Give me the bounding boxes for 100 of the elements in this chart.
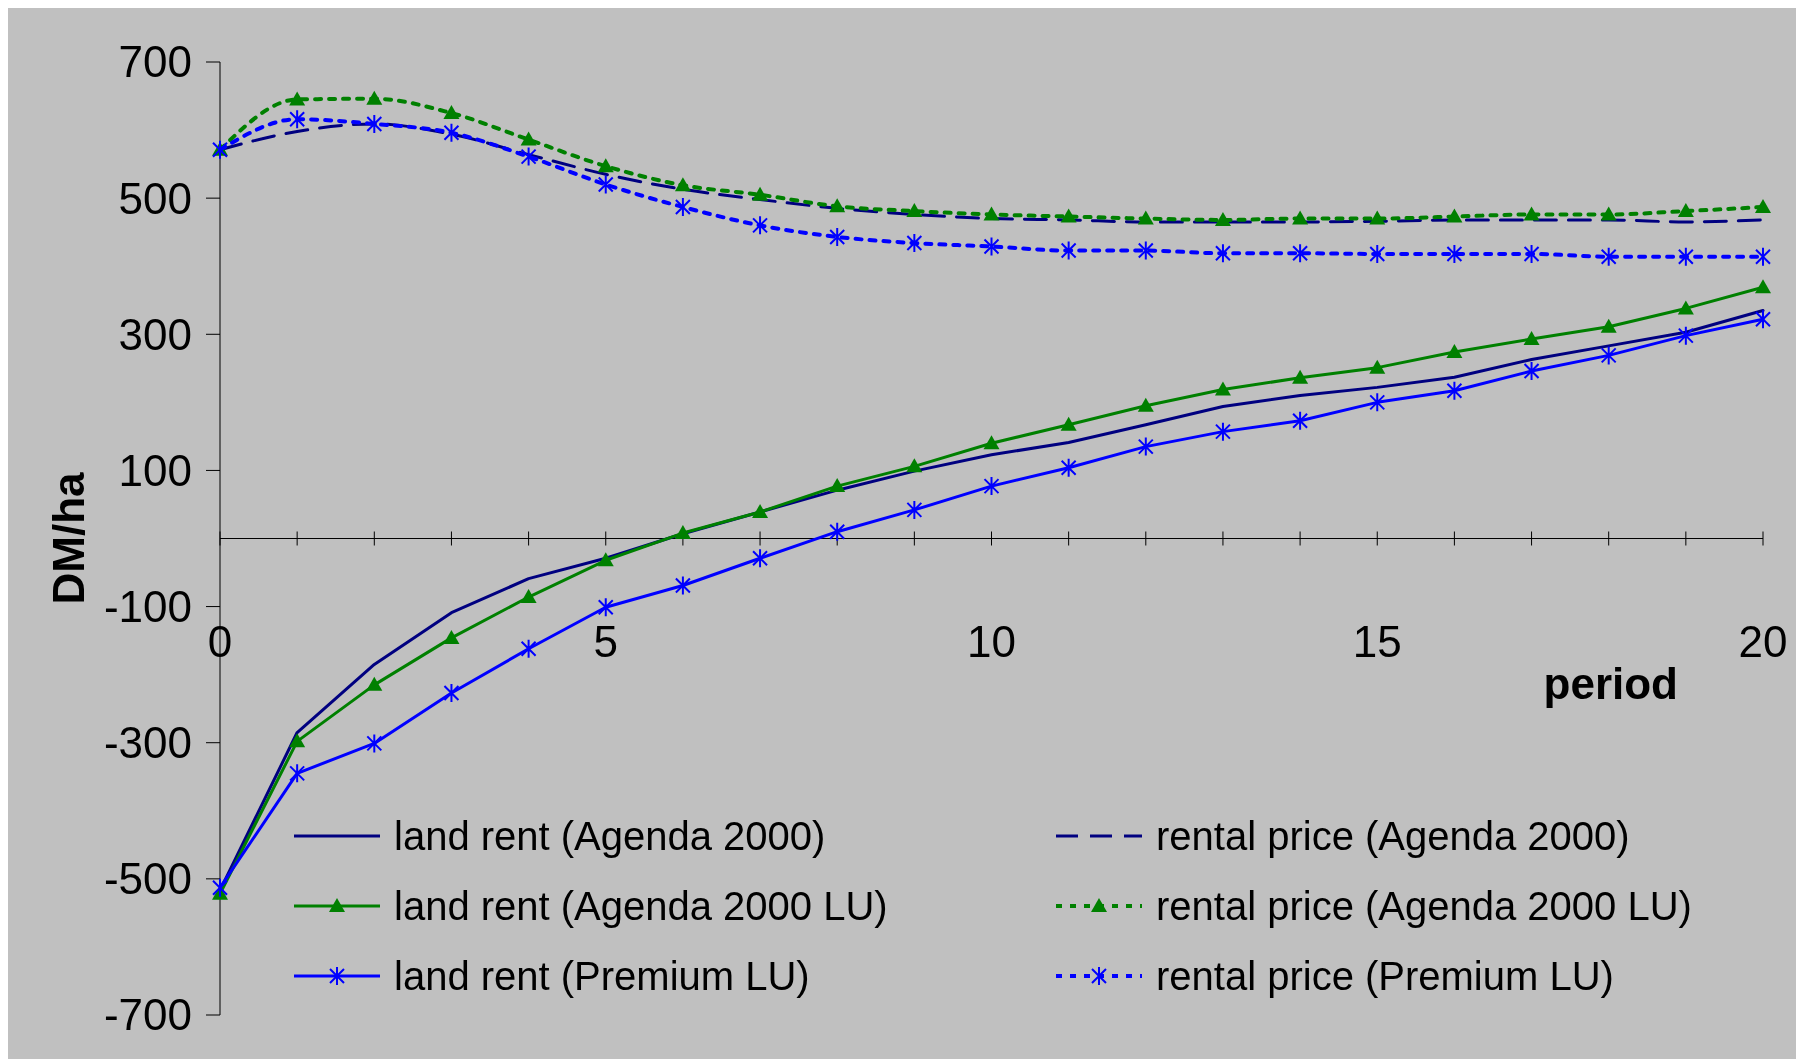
point [597,597,614,618]
point [1214,381,1231,396]
point [1523,243,1540,264]
y-tick-label: 300 [118,309,192,359]
point [366,676,383,691]
point [443,683,460,704]
point [1755,198,1771,213]
point [906,233,923,254]
point [1600,206,1617,221]
point [1137,210,1154,225]
x-tick-label: 5 [593,616,618,666]
point [1755,279,1771,294]
point [1600,318,1617,333]
point [443,629,460,644]
point [1369,243,1386,264]
point [212,139,228,160]
point [1137,397,1154,412]
point [289,763,306,784]
point [1060,457,1077,478]
point [1446,343,1463,358]
y-tick-label: 100 [118,445,192,495]
point [520,589,537,604]
point [829,226,846,247]
point [1369,359,1386,374]
point [1369,210,1386,225]
point [983,206,1000,221]
point [983,476,1000,497]
point [1060,240,1077,261]
x-tick-label: 0 [207,616,233,666]
point [906,203,923,218]
y-tick-label: -100 [103,581,192,631]
point [1677,246,1694,267]
point [443,122,460,143]
point [1600,246,1617,267]
y-tick-label: -300 [103,718,192,768]
point [1214,243,1231,264]
point [674,525,691,540]
point [906,499,923,520]
point [1446,380,1463,401]
point [366,90,383,105]
y-tick-label: -700 [103,990,192,1040]
point [520,131,537,146]
point [829,521,846,542]
point [520,146,537,167]
legend-label: rental price (Agenda 2000 LU) [1156,884,1692,928]
point [1755,309,1771,330]
point [983,236,1000,257]
point [597,552,614,567]
point [1214,421,1231,442]
point [983,435,1000,450]
point [1523,331,1540,346]
point [366,733,383,754]
point [1677,325,1694,346]
point [1369,392,1386,413]
point [1292,410,1309,431]
point [674,177,691,192]
point [752,215,769,236]
point [289,109,306,130]
y-tick-label: -500 [103,854,192,904]
point [752,503,769,518]
point [1677,300,1694,315]
point [1292,210,1309,225]
point [1060,416,1077,431]
point [1137,240,1154,261]
point [366,113,383,134]
point [1292,369,1309,384]
point [1292,243,1309,264]
point [1137,436,1154,457]
y-axis-title: DM/ha [44,471,93,605]
point [1523,361,1540,382]
legend-label: rental price (Premium LU) [1156,954,1614,998]
point [829,198,846,213]
point [597,174,614,195]
x-axis-title: period [1543,658,1678,708]
legend-label: land rent (Premium LU) [394,954,810,998]
legend-label: rental price (Agenda 2000) [1156,814,1630,858]
point [1600,345,1617,366]
point [1446,208,1463,223]
point [1214,211,1231,226]
point [1446,243,1463,264]
point [212,877,228,898]
point [1755,246,1771,267]
y-tick-label: 500 [118,173,192,223]
point [289,91,306,106]
point [674,575,691,596]
point [829,478,846,493]
point [443,105,460,120]
point [1523,206,1540,221]
x-tick-label: 10 [967,616,1016,666]
legend-label: land rent (Agenda 2000) [394,814,826,858]
point [906,458,923,473]
point [1060,208,1077,223]
point [752,548,769,569]
point [1677,203,1694,218]
x-tick-label: 20 [1738,616,1788,666]
point [597,158,614,173]
x-tick-label: 15 [1352,616,1402,666]
point [289,733,306,748]
y-tick-label: 700 [118,37,192,87]
point [752,186,769,201]
